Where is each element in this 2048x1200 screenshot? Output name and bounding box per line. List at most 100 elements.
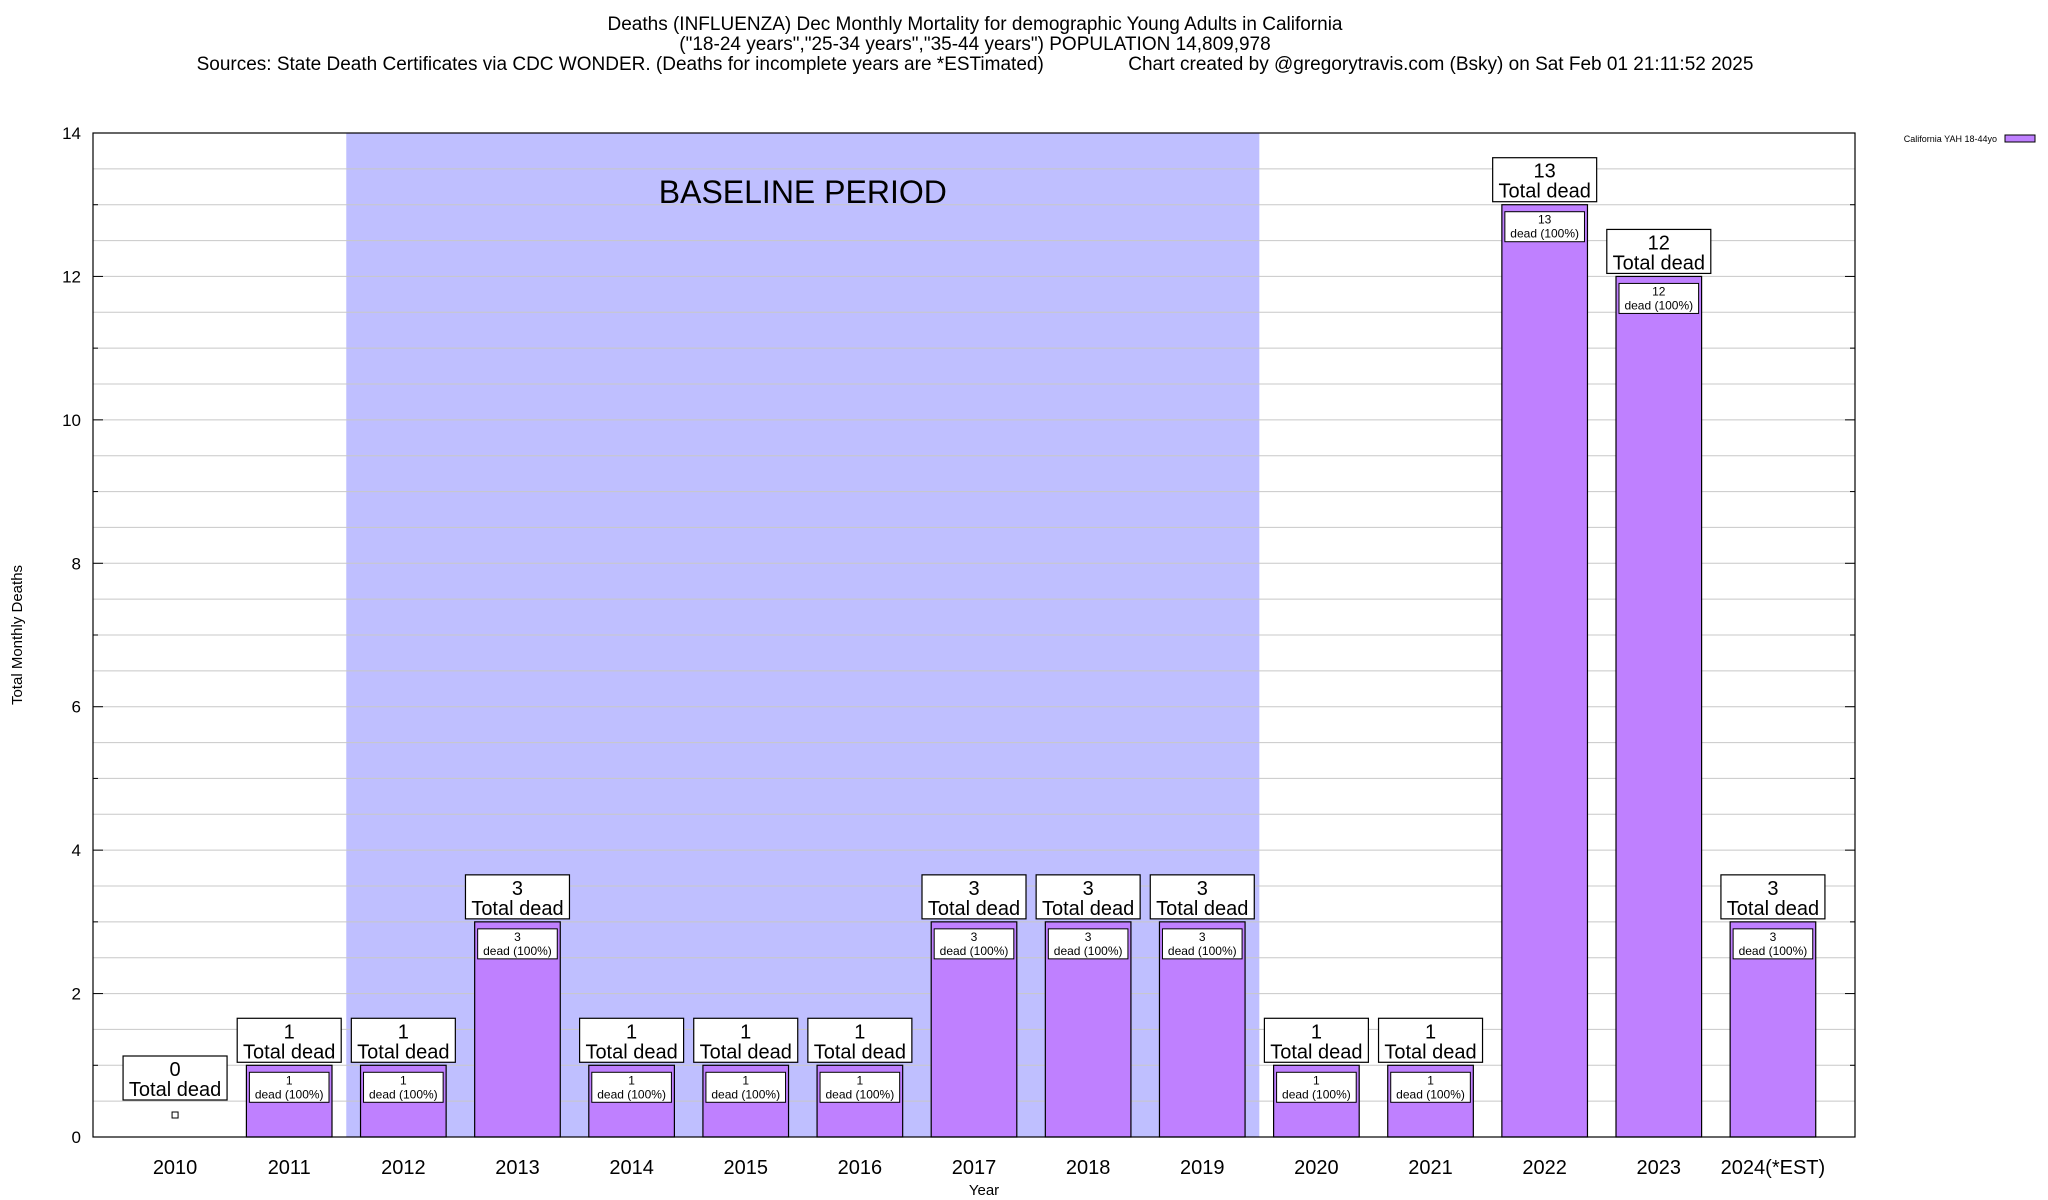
x-tick-label: 2021: [1408, 1157, 1453, 1179]
inner-label-text: dead (100%): [483, 944, 552, 958]
total-label-value: 12: [1648, 232, 1670, 254]
inner-label-value: 3: [514, 930, 521, 944]
total-label-value: 3: [1197, 878, 1208, 900]
total-label-value: 1: [398, 1021, 409, 1043]
inner-label-text: dead (100%): [597, 1087, 666, 1101]
total-label-value: 1: [740, 1021, 751, 1043]
total-label-text: Total dead: [814, 1041, 906, 1063]
inner-label-box: [1504, 211, 1585, 243]
inner-label-box: [1618, 282, 1700, 314]
total-label-text: Total dead: [585, 1041, 677, 1063]
x-tick-label: 2024(*EST): [1721, 1157, 1826, 1179]
total-label-text: Total dead: [129, 1079, 221, 1101]
inner-label-box: [1047, 928, 1129, 960]
total-label-text: Total dead: [357, 1041, 449, 1063]
total-label-box: [1720, 874, 1826, 920]
total-label-text: Total dead: [1156, 898, 1248, 920]
x-tick-label: 2017: [952, 1157, 997, 1179]
total-label-box: [1035, 874, 1141, 920]
total-label-value: 1: [1425, 1021, 1436, 1043]
total-label-box: [693, 1017, 799, 1063]
x-tick-label: 2014: [609, 1157, 654, 1179]
inner-label-value: 3: [1199, 930, 1206, 944]
inner-label-text: dead (100%): [255, 1087, 324, 1101]
chart-source-line: Sources: State Death Certificates via CD…: [196, 54, 1754, 75]
inner-label-box: [1276, 1071, 1357, 1103]
inner-label-box: [819, 1071, 901, 1103]
total-label-box: [1606, 228, 1712, 275]
inner-label-box: [248, 1071, 330, 1103]
inner-label-text: dead (100%): [1510, 227, 1579, 241]
inner-label-text: dead (100%): [1168, 944, 1237, 958]
inner-label-box: [1161, 928, 1243, 960]
total-label-text: Total dead: [1270, 1041, 1362, 1063]
total-label-value: 3: [1767, 878, 1778, 900]
total-label-value: 1: [284, 1021, 295, 1043]
bar-2010-empty-marker: [171, 1111, 179, 1119]
total-label-text: Total dead: [471, 898, 563, 920]
inner-label-text: dead (100%): [826, 1087, 895, 1101]
total-label-text: Total dead: [243, 1041, 335, 1063]
total-label-box: [807, 1017, 913, 1063]
total-label-value: 3: [968, 878, 979, 900]
x-tick-label: 2013: [495, 1157, 540, 1179]
x-tick-label: 2012: [381, 1157, 426, 1179]
y-axis-label: Total Monthly Deaths: [9, 565, 26, 705]
total-label-text: Total dead: [1384, 1041, 1476, 1063]
inner-label-box: [363, 1071, 444, 1103]
total-label-value: 3: [512, 878, 523, 900]
total-label-text: Total dead: [928, 898, 1020, 920]
total-label-text: Total dead: [1499, 181, 1591, 203]
inner-label-value: 1: [1313, 1073, 1320, 1087]
inner-label-value: 1: [857, 1073, 864, 1087]
x-tick-label: 2020: [1294, 1157, 1339, 1179]
inner-label-value: 12: [1652, 284, 1666, 298]
inner-label-value: 1: [286, 1073, 293, 1087]
x-tick-label: 2018: [1066, 1157, 1111, 1179]
x-tick-label: 2010: [153, 1157, 198, 1179]
x-tick-label: 2023: [1637, 1157, 1682, 1179]
y-tick-label: 8: [72, 554, 81, 573]
inner-label-value: 3: [1085, 930, 1092, 944]
total-label-box: [464, 874, 571, 920]
total-label-box: [1377, 1017, 1484, 1063]
total-label-text: Total dead: [1042, 898, 1134, 920]
bar-2023: [1615, 275, 1703, 1138]
total-label-box: [122, 1055, 228, 1101]
x-axis-label: Year: [969, 1182, 999, 1199]
inner-label-box: [1732, 928, 1814, 960]
total-label-value: 1: [854, 1021, 865, 1043]
total-label-text: Total dead: [1727, 898, 1819, 920]
legend-label: California YAH 18-44yo: [1904, 134, 1997, 144]
plot-border: [92, 132, 1856, 1138]
y-tick-label: 10: [62, 411, 81, 430]
inner-label-box: [477, 928, 558, 960]
total-label-box: [1149, 874, 1255, 920]
total-label-box: [921, 874, 1027, 920]
inner-label-value: 1: [742, 1073, 749, 1087]
x-tick-label: 2016: [838, 1157, 883, 1179]
total-label-text: Total dead: [1613, 252, 1705, 274]
y-tick-label: 12: [62, 267, 81, 286]
inner-label-value: 1: [628, 1073, 635, 1087]
y-tick-label: 14: [62, 124, 81, 143]
inner-label-box: [933, 928, 1015, 960]
x-tick-label: 2015: [723, 1157, 768, 1179]
x-tick-label: 2011: [268, 1157, 311, 1179]
inner-label-value: 1: [1427, 1073, 1434, 1087]
x-tick-label: 2022: [1522, 1157, 1567, 1179]
total-label-box: [236, 1017, 342, 1063]
inner-label-text: dead (100%): [1054, 944, 1123, 958]
inner-label-text: dead (100%): [1396, 1087, 1465, 1101]
inner-label-text: dead (100%): [711, 1087, 780, 1101]
total-label-value: 1: [626, 1021, 637, 1043]
inner-label-value: 1: [400, 1073, 407, 1087]
inner-label-value: 3: [971, 930, 978, 944]
total-label-box: [578, 1017, 685, 1063]
inner-label-value: 13: [1538, 213, 1552, 227]
inner-label-text: dead (100%): [1624, 298, 1693, 312]
inner-label-box: [591, 1071, 672, 1103]
y-tick-label: 6: [72, 698, 81, 717]
total-label-value: 1: [1311, 1021, 1322, 1043]
